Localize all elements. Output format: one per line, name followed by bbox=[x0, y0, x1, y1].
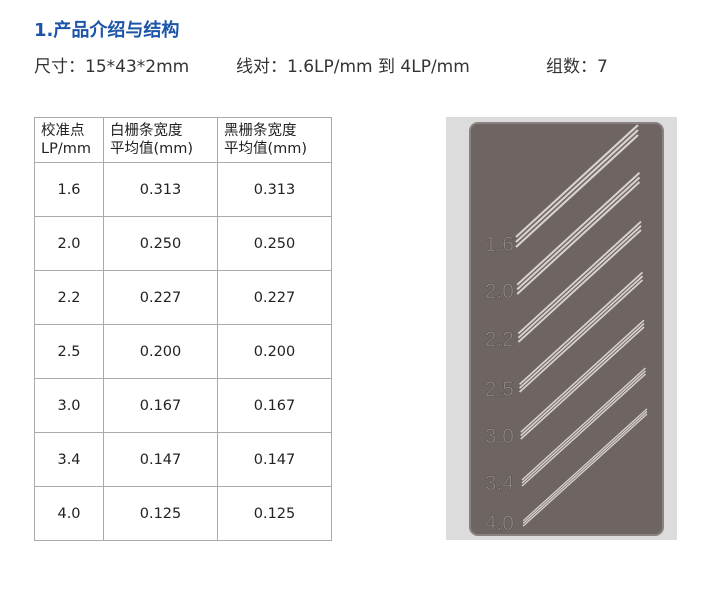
cell-lp: 2.0 bbox=[34, 216, 104, 271]
bar-line bbox=[522, 410, 648, 524]
bar-line bbox=[520, 319, 645, 433]
photo-label: 2.5 bbox=[485, 378, 514, 401]
cell-black-width: 0.147 bbox=[217, 432, 332, 487]
spec-groups: 组数：7 bbox=[546, 57, 608, 77]
bar-line bbox=[521, 367, 646, 481]
bar-group bbox=[517, 220, 642, 343]
bar-line bbox=[515, 129, 639, 243]
cell-lp: 2.2 bbox=[34, 270, 104, 325]
bar-line bbox=[519, 271, 644, 386]
photo-label: 2.2 bbox=[485, 328, 514, 351]
bar-line bbox=[515, 124, 639, 238]
bar-line bbox=[522, 413, 648, 527]
bar-line bbox=[517, 229, 642, 343]
spec-line-pairs: 线对：1.6LP/mm 到 4LP/mm bbox=[236, 57, 470, 77]
cell-lp: 2.5 bbox=[34, 324, 104, 379]
bar-group bbox=[519, 271, 644, 393]
cell-lp: 3.4 bbox=[34, 432, 104, 487]
cell-white-width: 0.313 bbox=[103, 162, 218, 217]
test-chart-photo: 1.6 2.0 2.2 2.5 3.0 3.4 4.0 bbox=[446, 117, 677, 540]
bar-line bbox=[515, 134, 639, 248]
cell-lp: 3.0 bbox=[34, 378, 104, 433]
header-black-bar-width: 黑栅条宽度 平均值(mm) bbox=[217, 117, 332, 163]
photo-label: 4.0 bbox=[485, 512, 514, 535]
bar-group bbox=[521, 367, 646, 487]
table-row: 2.5 0.200 0.200 bbox=[34, 324, 332, 379]
table-row: 2.2 0.227 0.227 bbox=[34, 270, 332, 325]
header-white-bar-width: 白栅条宽度 平均值(mm) bbox=[103, 117, 218, 163]
cell-white-width: 0.200 bbox=[103, 324, 218, 379]
cell-white-width: 0.227 bbox=[103, 270, 218, 325]
table-row: 2.0 0.250 0.250 bbox=[34, 216, 332, 271]
bar-group bbox=[515, 124, 639, 248]
cell-black-width: 0.250 bbox=[217, 216, 332, 271]
header-calibration-point: 校准点 LP/mm bbox=[34, 117, 104, 163]
calibration-table: 校准点 LP/mm 白栅条宽度 平均值(mm) 黑栅条宽度 平均值(mm) 1.6 0.… bbox=[34, 117, 332, 541]
cell-black-width: 0.227 bbox=[217, 270, 332, 325]
bar-line bbox=[521, 373, 646, 487]
section-title: 1.产品介绍与结构 bbox=[34, 20, 180, 41]
cell-white-width: 0.250 bbox=[103, 216, 218, 271]
bar-line bbox=[520, 326, 645, 440]
cell-white-width: 0.125 bbox=[103, 486, 218, 541]
bar-line bbox=[517, 220, 642, 335]
bar-line bbox=[516, 176, 641, 291]
bar-line bbox=[516, 181, 641, 295]
photo-label: 3.4 bbox=[485, 472, 515, 495]
bar-line bbox=[519, 279, 644, 393]
spec-size: 尺寸：15*43*2mm bbox=[34, 57, 190, 77]
cell-lp: 4.0 bbox=[34, 486, 104, 541]
table-row: 4.0 0.125 0.125 bbox=[34, 486, 332, 541]
bar-group bbox=[522, 408, 648, 527]
table-row: 3.4 0.147 0.147 bbox=[34, 432, 332, 487]
bar-line bbox=[520, 323, 645, 437]
photo-label: 3.0 bbox=[485, 425, 514, 448]
bar-line bbox=[519, 275, 644, 389]
cell-black-width: 0.313 bbox=[217, 162, 332, 217]
bar-group bbox=[516, 172, 641, 295]
bar-line bbox=[522, 408, 648, 522]
photo-label: 1.6 bbox=[485, 233, 514, 256]
bar-line bbox=[521, 370, 646, 484]
cell-black-width: 0.200 bbox=[217, 324, 332, 379]
photo-label: 2.0 bbox=[485, 280, 514, 303]
bar-line bbox=[517, 225, 642, 339]
cell-black-width: 0.125 bbox=[217, 486, 332, 541]
bar-line bbox=[516, 172, 641, 286]
cell-white-width: 0.167 bbox=[103, 378, 218, 433]
table-row: 1.6 0.313 0.313 bbox=[34, 162, 332, 217]
cell-white-width: 0.147 bbox=[103, 432, 218, 487]
cell-black-width: 0.167 bbox=[217, 378, 332, 433]
cell-lp: 1.6 bbox=[34, 162, 104, 217]
table-row: 3.0 0.167 0.167 bbox=[34, 378, 332, 433]
bar-group bbox=[520, 319, 645, 440]
